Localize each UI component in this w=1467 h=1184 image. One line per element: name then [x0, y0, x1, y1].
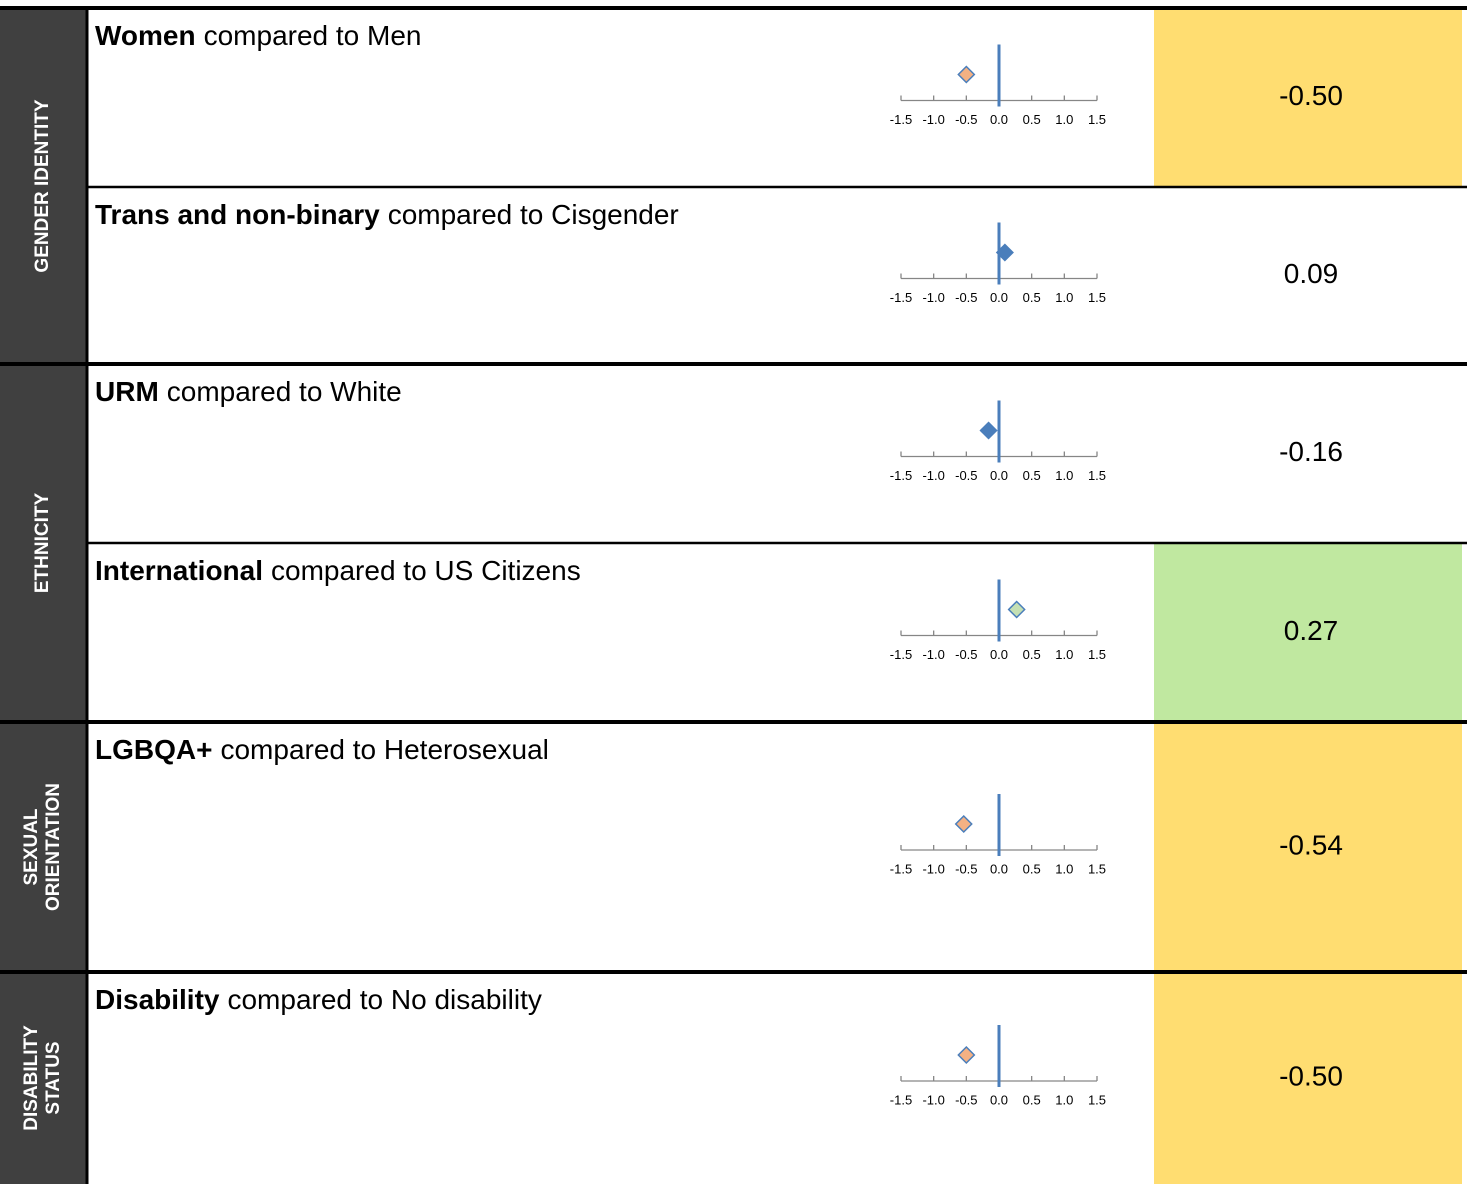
tick-label: -1.0 [922, 112, 944, 127]
tick-label: 1.5 [1088, 861, 1106, 876]
tick-label: 1.0 [1055, 468, 1073, 483]
tick-label: -1.5 [890, 1092, 912, 1107]
marker [954, 814, 973, 834]
group-band [0, 722, 86, 972]
tick-label: 0.5 [1023, 647, 1041, 662]
tick-label: 1.5 [1088, 468, 1106, 483]
label-rest: compared to Heterosexual [220, 734, 548, 765]
label-rest: compared to No disability [227, 984, 541, 1015]
tick-label: 0.0 [990, 647, 1008, 662]
tick-label: -0.5 [955, 290, 977, 305]
tick-label: 1.5 [1088, 647, 1106, 662]
tick-label: 0.0 [990, 468, 1008, 483]
label-bold: Disability [95, 984, 220, 1015]
value-label: -0.50 [1279, 80, 1343, 111]
tick-label: 0.0 [990, 290, 1008, 305]
tick-label: 0.0 [990, 112, 1008, 127]
marker [979, 421, 998, 440]
tick-label: 0.5 [1023, 112, 1041, 127]
tick-label: 1.0 [1055, 647, 1073, 662]
value-cell [1154, 187, 1462, 364]
group-label: STATUS [43, 1041, 64, 1114]
label-bold: International [95, 555, 263, 586]
group-label: ETHNICITY [32, 493, 53, 594]
row-label: Disability compared to No disability [95, 984, 542, 1015]
tick-label: 0.0 [990, 1092, 1008, 1107]
value-label: -0.50 [1279, 1060, 1343, 1091]
value-cell [1154, 543, 1462, 722]
tick-label: 1.0 [1055, 290, 1073, 305]
label-bold: Trans and non-binary [95, 199, 380, 230]
tick-label: 0.5 [1023, 290, 1041, 305]
value-label: 0.27 [1284, 615, 1339, 646]
tick-label: 1.5 [1088, 112, 1106, 127]
value-label: 0.09 [1284, 258, 1339, 289]
label-rest: compared to Cisgender [388, 199, 679, 230]
tick-label: 1.5 [1088, 290, 1106, 305]
value-cell [1154, 364, 1462, 543]
marker [957, 1045, 976, 1065]
group-label: ORIENTATION [43, 783, 64, 911]
tick-label: -1.0 [922, 861, 944, 876]
value-cell [1154, 722, 1462, 972]
value-label: -0.54 [1279, 829, 1343, 860]
group-label: SEXUAL [21, 808, 42, 885]
tick-label: -1.0 [922, 1092, 944, 1107]
row-label: Trans and non-binary compared to Cisgende… [95, 199, 679, 230]
tick-label: -1.0 [922, 468, 944, 483]
tick-label: 1.0 [1055, 861, 1073, 876]
value-cell [1154, 972, 1462, 1184]
group-band [0, 364, 86, 722]
tick-label: -1.5 [890, 290, 912, 305]
tick-label: -1.5 [890, 468, 912, 483]
label-rest: compared to Men [204, 20, 422, 51]
label-rest: compared to White [167, 376, 402, 407]
tick-label: 0.5 [1023, 1092, 1041, 1107]
marker [957, 65, 976, 84]
tick-label: 1.5 [1088, 1092, 1106, 1107]
value-label: -0.16 [1279, 436, 1343, 467]
row-label: URM compared to White [95, 376, 402, 407]
tick-label: -1.5 [890, 112, 912, 127]
tick-label: -0.5 [955, 468, 977, 483]
marker [995, 243, 1014, 262]
row-label: International compared to US Citizens [95, 555, 581, 586]
group-band [0, 8, 86, 364]
label-bold: LGBQA+ [95, 734, 212, 765]
value-cell [1154, 8, 1462, 187]
row-label: LGBQA+ compared to Heterosexual [95, 734, 549, 765]
tick-label: 0.0 [990, 861, 1008, 876]
tick-label: 0.5 [1023, 468, 1041, 483]
tick-label: -1.0 [922, 647, 944, 662]
tick-label: 0.5 [1023, 861, 1041, 876]
label-rest: compared to US Citizens [271, 555, 581, 586]
label-bold: URM [95, 376, 159, 407]
tick-label: -1.0 [922, 290, 944, 305]
tick-label: -0.5 [955, 112, 977, 127]
group-band [0, 972, 86, 1184]
tick-label: -0.5 [955, 861, 977, 876]
row-label: Women compared to Men [95, 20, 422, 51]
tick-label: 1.0 [1055, 1092, 1073, 1107]
marker [1007, 600, 1026, 619]
group-label: DISABILITY [21, 1025, 42, 1131]
tick-label: -0.5 [955, 1092, 977, 1107]
label-bold: Women [95, 20, 196, 51]
tick-label: -1.5 [890, 647, 912, 662]
tick-label: -1.5 [890, 861, 912, 876]
tick-label: 1.0 [1055, 112, 1073, 127]
tick-label: -0.5 [955, 647, 977, 662]
group-label: GENDER IDENTITY [32, 99, 53, 272]
